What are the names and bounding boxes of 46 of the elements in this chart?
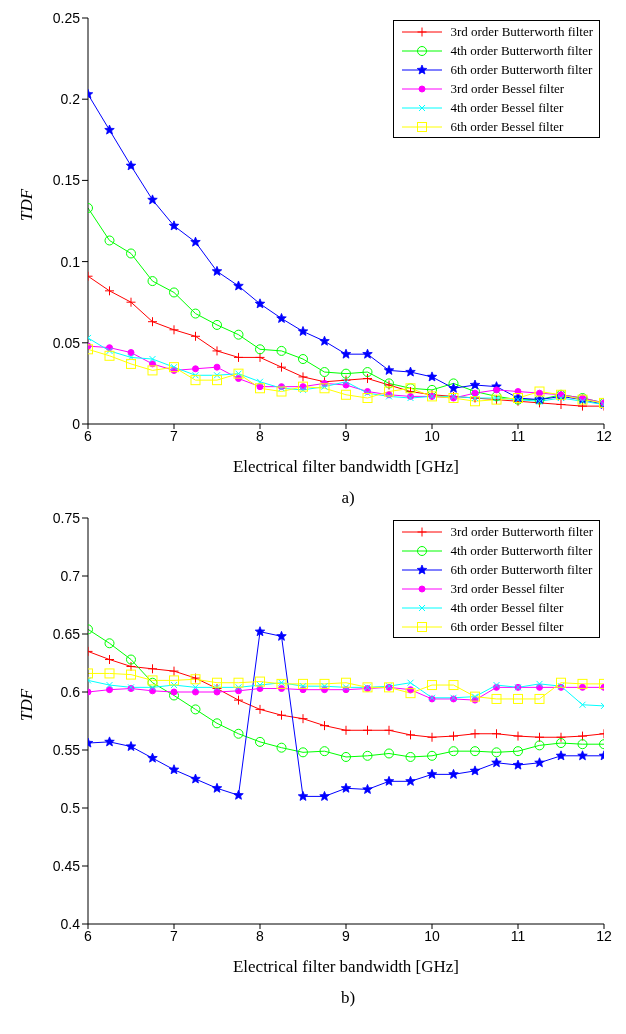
y-axis-title: TDF <box>17 688 37 721</box>
text: b) <box>339 988 357 1008</box>
legend-label: 6th order Bessel filter <box>450 618 564 635</box>
x-axis-title: Electrical filter bandwidth [GHz] <box>232 957 460 976</box>
y-tick-label: 0.15 <box>52 172 81 189</box>
y-tick-label: 0.55 <box>52 741 81 758</box>
y-tick-label: 0 <box>72 415 81 432</box>
x-tick-label: 12 <box>596 927 612 944</box>
x-tick-label: 9 <box>342 427 351 444</box>
x-tick-label: 9 <box>342 927 351 944</box>
x-axis-title: Electrical filter bandwidth [GHz] <box>232 457 460 476</box>
x-tick-label: 8 <box>256 427 265 444</box>
x-tick-label: 6 <box>84 927 93 944</box>
x-tick-label: 11 <box>510 927 526 944</box>
x-tick-label: 12 <box>596 427 612 444</box>
legend-label: 4th order Butterworth filter <box>450 542 593 559</box>
legend-label: 3rd order Butterworth filter <box>450 23 593 40</box>
x-tick-label: 10 <box>424 427 440 444</box>
y-tick-label: 0.75 <box>52 509 81 526</box>
y-tick-label: 0.45 <box>52 857 81 874</box>
legend-label: 3rd order Bessel filter <box>450 580 565 597</box>
y-tick-label: 0.1 <box>60 253 81 270</box>
legend-label: 4th order Bessel filter <box>450 99 564 116</box>
legend-label: 3rd order Butterworth filter <box>450 523 593 540</box>
y-axis-title: TDF <box>17 188 37 221</box>
x-tick-label: 10 <box>424 927 440 944</box>
legend-label: 3rd order Bessel filter <box>450 80 565 97</box>
legend-label: 6th order Butterworth filter <box>450 561 593 578</box>
y-tick-label: 0.05 <box>52 334 81 351</box>
text: a) <box>340 488 356 508</box>
legend-label: 4th order Butterworth filter <box>450 42 593 59</box>
legend-label: 6th order Bessel filter <box>450 118 564 135</box>
x-tick-label: 8 <box>256 927 265 944</box>
y-tick-label: 0.5 <box>60 799 81 816</box>
legend-label: 4th order Bessel filter <box>450 599 564 616</box>
x-tick-label: 7 <box>170 427 179 444</box>
legend-label: 6th order Butterworth filter <box>450 61 593 78</box>
y-tick-label: 0.7 <box>60 567 81 584</box>
x-tick-label: 7 <box>170 927 179 944</box>
y-tick-label: 0.4 <box>60 915 81 932</box>
y-tick-label: 0.65 <box>52 625 81 642</box>
x-tick-label: 11 <box>510 427 526 444</box>
y-tick-label: 0.2 <box>60 91 81 108</box>
y-tick-label: 0.6 <box>60 683 81 700</box>
x-tick-label: 6 <box>84 427 93 444</box>
y-tick-label: 0.25 <box>52 9 81 26</box>
